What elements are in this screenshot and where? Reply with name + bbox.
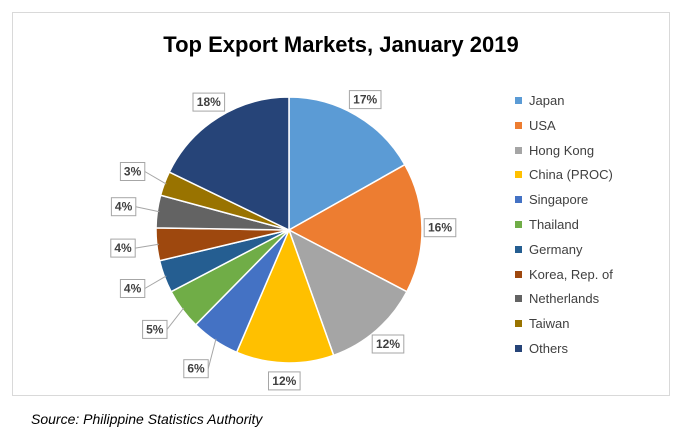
legend-label-singapore: Singapore: [529, 192, 589, 208]
data-label-box-singapore: [183, 359, 209, 379]
legend-item-taiwan: Taiwan: [515, 312, 613, 337]
legend-item-japan: Japan: [515, 89, 613, 114]
legend-swatch-hong-kong: [515, 146, 522, 154]
data-label-taiwan: 3%: [124, 165, 142, 179]
source-note: Source: Philippine Statistics Authority: [31, 411, 263, 427]
leader-line-germany: [144, 275, 167, 289]
data-label-germany: 4%: [124, 282, 142, 296]
data-label-box-others: [192, 92, 226, 112]
legend-swatch-taiwan: [515, 320, 522, 328]
data-label-box-thailand: [142, 319, 168, 339]
data-label-netherlands: 4%: [115, 200, 133, 214]
legend-swatch-netherlands: [515, 295, 522, 303]
legend-label-netherlands: Netherlands: [529, 291, 600, 307]
legend-item-hong-kong: Hong Kong: [515, 139, 613, 164]
data-label-box-china-proc: [268, 371, 301, 391]
data-label-others: 18%: [197, 95, 221, 109]
pie-chart: 17% 16% 12% 12% 6% 5% 4% 4% 4% 3% 18%: [110, 90, 457, 391]
pie-slice-usa: [287, 163, 423, 293]
legend-label-taiwan: Taiwan: [529, 316, 570, 332]
data-label-box-hong-kong: [371, 334, 405, 354]
data-label-usa: 16%: [428, 221, 452, 235]
pie-slice-hong-kong: [287, 228, 408, 357]
legend-swatch-singapore: [515, 196, 522, 204]
legend-swatch-others: [515, 345, 522, 353]
leader-line-netherlands: [135, 206, 160, 213]
data-label-box-usa: [423, 218, 457, 238]
legend-item-others: Others: [515, 337, 613, 362]
legend-item-germany: Germany: [515, 238, 613, 263]
data-label-singapore: 6%: [187, 362, 205, 376]
legend-swatch-korea-rep-of: [515, 270, 522, 278]
data-label-box-taiwan: [119, 162, 146, 181]
legend-swatch-thailand: [515, 221, 522, 229]
pie-slice-china-proc: [235, 227, 335, 364]
legend-swatch-usa: [515, 121, 522, 129]
legend-label-thailand: Thailand: [529, 216, 579, 232]
legend-label-china-proc: China (PROC): [529, 167, 613, 183]
legend-swatch-germany: [515, 245, 522, 253]
legend-item-china-proc: China (PROC): [515, 163, 613, 188]
legend-item-singapore: Singapore: [515, 188, 613, 213]
leader-line-korea-rep-of: [135, 243, 159, 249]
legend-swatch-china-proc: [515, 171, 522, 179]
legend-label-germany: Germany: [529, 241, 583, 257]
data-label-box-netherlands: [110, 197, 137, 217]
data-label-china-proc: 12%: [272, 374, 296, 388]
data-label-japan: 17%: [353, 93, 377, 107]
legend-label-japan: Japan: [529, 93, 565, 108]
data-label-box-korea-rep-of: [110, 238, 136, 258]
chart-title: Top Export Markets, January 2019: [163, 32, 519, 57]
data-label-box-germany: [119, 279, 146, 298]
leader-line-taiwan: [144, 171, 167, 185]
pie-slice-others: [168, 96, 290, 232]
chart-frame: Top Export Markets, January 2019 17% 16% 1…: [12, 12, 670, 396]
data-label-thailand: 5%: [146, 322, 164, 336]
legend-swatch-japan: [515, 97, 522, 105]
data-label-korea-rep-of: 4%: [114, 241, 132, 255]
legend-item-netherlands: Netherlands: [515, 287, 613, 312]
pie-slice-japan: [288, 96, 406, 232]
legend-item-thailand: Thailand: [515, 213, 613, 238]
leader-line-thailand: [166, 307, 185, 330]
legend-label-usa: USA: [529, 117, 556, 133]
legend-item-korea-rep-of: Korea, Rep. of: [515, 263, 613, 288]
legend-label-hong-kong: Hong Kong: [529, 142, 595, 158]
data-label-box-japan: [348, 90, 382, 110]
legend: Japan USA Hong Kong China (PROC) Singapore Th…: [515, 89, 613, 362]
legend-label-others: Others: [529, 340, 569, 356]
data-label-hong-kong: 12%: [376, 337, 400, 351]
legend-label-korea-rep-of: Korea, Rep. of: [529, 266, 613, 282]
leader-line-singapore: [207, 338, 217, 369]
legend-item-usa: USA: [515, 114, 613, 139]
